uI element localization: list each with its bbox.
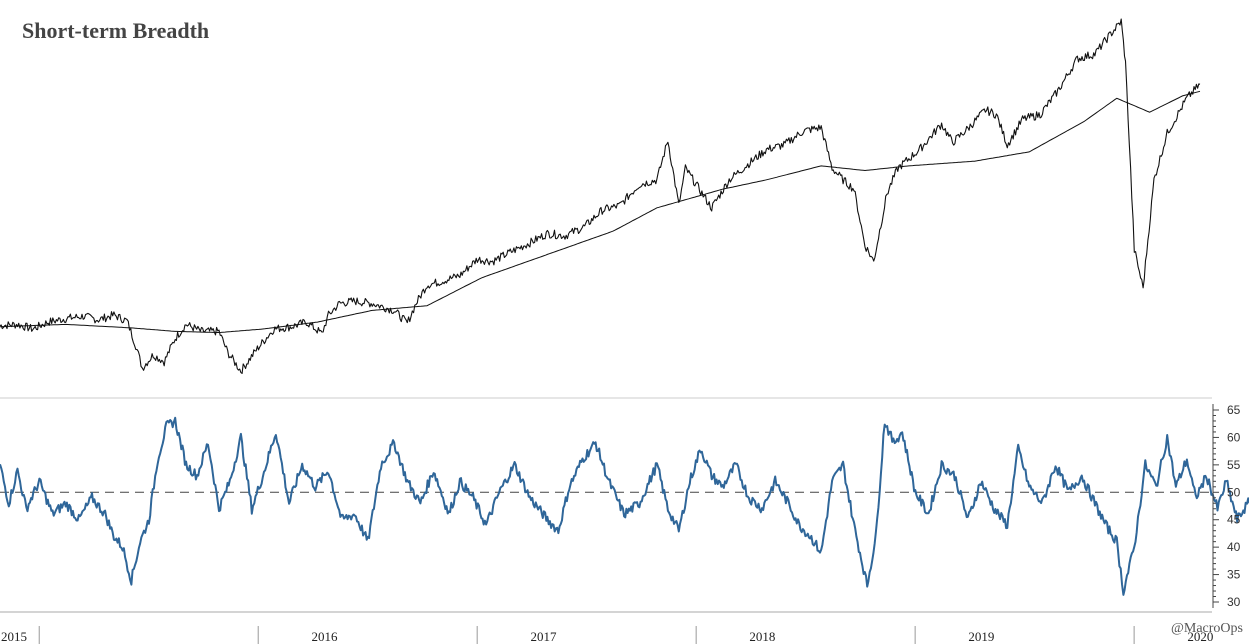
breadth-tick-label: 35: [1227, 568, 1241, 582]
breadth-tick-label: 40: [1227, 540, 1241, 554]
x-axis: 2015 2016 2017 2018 2019 2020: [0, 611, 1213, 644]
year-label: 2018: [749, 629, 775, 644]
breadth-tick-label: 60: [1227, 430, 1241, 444]
price-panel: [0, 18, 1201, 374]
breadth-tick-label: 30: [1227, 595, 1241, 609]
breadth-axis: 30 35 40 45 50 55 60 65: [1212, 403, 1241, 609]
breadth-tick-label: 45: [1227, 513, 1241, 527]
watermark: @MacroOps: [1171, 621, 1243, 636]
year-label: 2017: [530, 629, 557, 644]
year-label: 2016: [311, 629, 338, 644]
breadth-tick-label: 50: [1227, 485, 1241, 499]
year-label: 2015: [1, 629, 27, 644]
breadth-tick-label: 55: [1227, 458, 1241, 472]
moving-average-line: [0, 90, 1201, 333]
chart-title: Short-term Breadth: [22, 18, 209, 43]
year-label: 2020: [1187, 629, 1213, 644]
breadth-line: [0, 416, 1249, 596]
breadth-panel: [0, 397, 1249, 596]
price-line: [0, 18, 1201, 374]
breadth-tick-label: 65: [1227, 403, 1241, 417]
year-label: 2019: [968, 629, 994, 644]
